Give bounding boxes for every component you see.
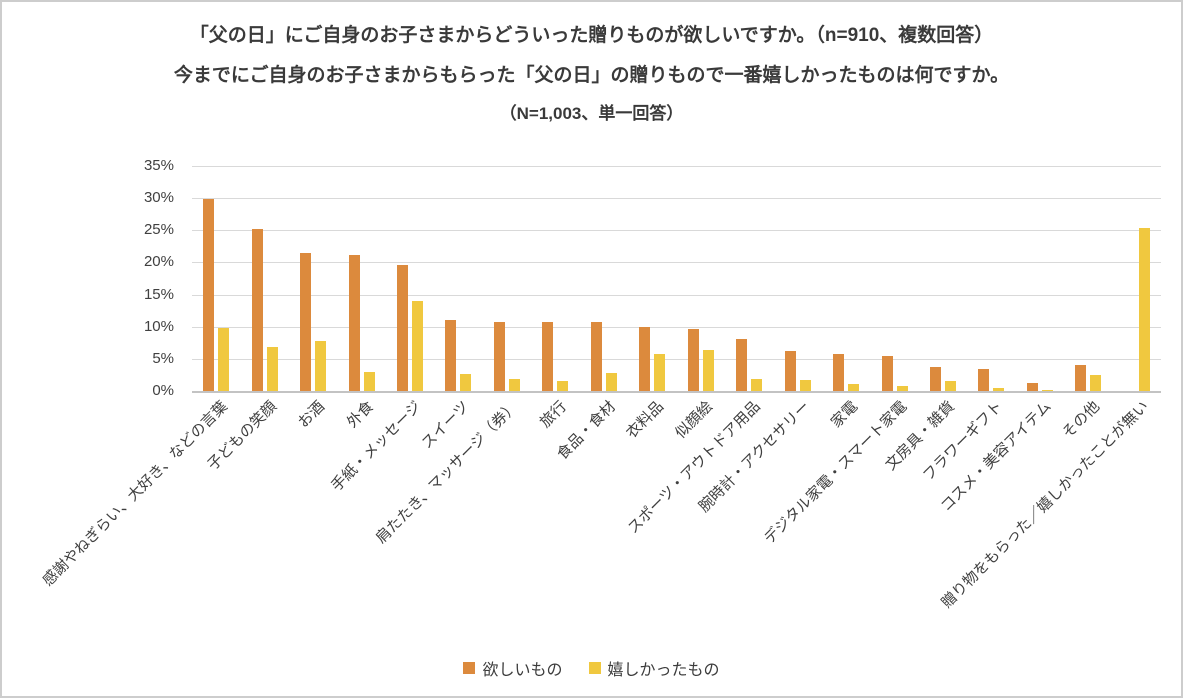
bar-happiest xyxy=(606,373,617,391)
bar-happiest xyxy=(412,301,423,391)
bar-happiest xyxy=(364,372,375,391)
x-axis-category-label: 外食 xyxy=(343,398,378,432)
y-axis-tick-label: 25% xyxy=(143,221,174,238)
x-axis-category-label: 感謝やねぎらい、大好き、などの言葉 xyxy=(39,398,232,590)
bar-happiest xyxy=(315,341,326,391)
bar-happiest xyxy=(557,381,568,391)
bar-wanted xyxy=(1027,383,1038,391)
bar-wanted xyxy=(785,351,796,391)
bar-wanted xyxy=(639,327,650,391)
legend-label-happiest: 嬉しかったもの xyxy=(607,662,720,679)
bar-happiest xyxy=(800,380,811,391)
bar-wanted xyxy=(349,255,360,391)
bar-happiest xyxy=(654,354,665,391)
bar-happiest xyxy=(1139,228,1150,391)
bar-happiest xyxy=(509,379,520,391)
bar-happiest xyxy=(897,386,908,391)
gridline xyxy=(192,166,1161,167)
bar-wanted xyxy=(978,369,989,391)
chart-legend: 欲しいもの 嬉しかったもの xyxy=(2,654,1181,682)
bar-happiest xyxy=(460,374,471,391)
y-axis-tick-label: 5% xyxy=(152,350,174,367)
legend-swatch-wanted xyxy=(463,662,476,674)
bar-wanted xyxy=(736,339,747,391)
legend-swatch-happiest xyxy=(588,662,601,674)
x-axis-line xyxy=(192,391,1161,393)
y-axis-tick-label: 10% xyxy=(143,318,174,335)
gridline xyxy=(192,295,1161,296)
y-axis-tick-label: 30% xyxy=(143,189,174,206)
gridline xyxy=(192,230,1161,231)
bar-wanted xyxy=(1075,365,1086,391)
x-axis-category-label: 似顔絵 xyxy=(672,398,717,442)
y-axis-tick-label: 20% xyxy=(143,253,174,270)
x-axis-category-label: 旅行 xyxy=(536,398,571,432)
bar-wanted xyxy=(300,253,311,391)
bar-wanted xyxy=(542,322,553,391)
gridline xyxy=(192,327,1161,328)
x-axis-category-label: その他 xyxy=(1059,398,1104,442)
legend-item-wanted: 欲しいもの xyxy=(463,656,563,680)
bar-happiest xyxy=(945,381,956,391)
chart-title-line-1: 「父の日」にご自身のお子さまからどういった贈りものが欲しいですか。（n=910、… xyxy=(189,25,994,46)
y-axis-tick-label: 15% xyxy=(143,286,174,303)
bar-wanted xyxy=(397,265,408,391)
bar-wanted xyxy=(591,322,602,391)
bar-wanted xyxy=(930,367,941,391)
bar-happiest xyxy=(218,328,229,391)
bar-happiest xyxy=(267,347,278,391)
chart-title-block: 「父の日」にご自身のお子さまからどういった贈りものが欲しいですか。（n=910、… xyxy=(2,16,1181,132)
bar-happiest xyxy=(751,379,762,391)
bar-wanted xyxy=(882,356,893,391)
bar-wanted xyxy=(494,322,505,391)
gridline xyxy=(192,262,1161,263)
gridline xyxy=(192,359,1161,360)
bar-happiest xyxy=(1090,375,1101,391)
chart-title-line-3: （N=1,003、単一回答） xyxy=(499,104,684,123)
bar-happiest xyxy=(1042,390,1053,391)
bar-happiest xyxy=(848,384,859,391)
legend-label-wanted: 欲しいもの xyxy=(482,662,563,679)
legend-item-happiest: 嬉しかったもの xyxy=(588,656,720,680)
x-axis-category-label: お酒 xyxy=(294,398,329,432)
x-axis-category-label: 手紙・メッセージ xyxy=(328,398,426,495)
chart-title-line-2: 今までにご自身のお子さまからもらった「父の日」の贈りもので一番嬉しかったものは何… xyxy=(173,65,1010,86)
bar-happiest xyxy=(993,388,1004,391)
y-axis-tick-label: 35% xyxy=(143,157,174,174)
bar-wanted xyxy=(688,329,699,391)
bar-wanted xyxy=(252,229,263,391)
bar-happiest xyxy=(703,350,714,391)
bar-wanted xyxy=(203,199,214,391)
y-axis-tick-label: 0% xyxy=(152,382,174,399)
bar-wanted xyxy=(445,320,456,391)
gridline xyxy=(192,198,1161,199)
bar-wanted xyxy=(833,354,844,391)
x-axis-category-label: 家電 xyxy=(827,398,862,432)
x-axis-category-label: 衣料品 xyxy=(623,398,668,442)
